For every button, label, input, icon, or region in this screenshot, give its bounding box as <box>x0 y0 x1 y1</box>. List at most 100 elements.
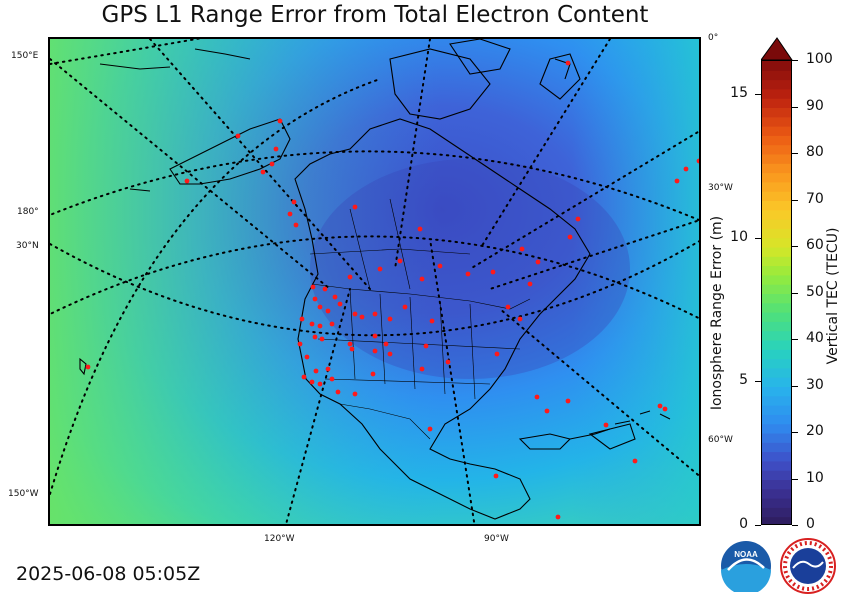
tec-tickmark <box>792 478 798 480</box>
colorbar-band <box>762 395 791 406</box>
colorbar-band <box>762 405 791 415</box>
colorbar-band <box>762 442 791 453</box>
tec-tick-label: 60 <box>806 237 824 253</box>
colorbar-band <box>762 330 791 341</box>
colorbar-band <box>762 451 791 462</box>
colorbar-band <box>762 79 791 90</box>
tec-tick-label: 30 <box>806 376 824 393</box>
lon-label: 60°W <box>708 435 733 445</box>
tec-tick-label: 70 <box>806 190 824 207</box>
tec-tickmark <box>792 60 798 61</box>
tec-tick-label: 100 <box>806 51 833 67</box>
noaa-logo-icon: NOAA <box>721 541 771 592</box>
tec-tick-label: 50 <box>806 283 824 300</box>
range-error-tick-label: 10 <box>730 228 748 245</box>
colorbar-band <box>762 377 791 387</box>
lat-label: 150°W <box>8 489 39 499</box>
colorbar-band <box>762 237 791 248</box>
tec-tickmark <box>792 385 798 387</box>
tec-tickmark <box>792 525 798 526</box>
political-borders <box>309 198 531 440</box>
colorbar-band <box>762 98 791 108</box>
colorbar-band <box>762 414 791 425</box>
colorbar-band <box>762 349 791 360</box>
colorbar-band <box>762 154 791 164</box>
colorbar-band <box>762 321 791 332</box>
tec-tick-label: 90 <box>806 97 824 114</box>
range-error-tickmark <box>755 94 761 96</box>
range-error-tick-label: 0 <box>739 516 748 532</box>
tec-low-region <box>310 159 630 379</box>
colorbar-band <box>762 126 791 136</box>
colorbar-band <box>762 479 791 490</box>
colorbar-band <box>762 386 791 397</box>
svg-text:NOAA: NOAA <box>734 550 758 559</box>
colorbar-band <box>762 247 791 257</box>
tec-tick-label: 10 <box>806 469 824 486</box>
colorbar-bands <box>762 61 791 524</box>
lon-label: 30°W <box>708 183 733 193</box>
colorbar-band <box>762 358 791 369</box>
lon-label: 120°W <box>264 534 295 544</box>
colorbar-band <box>762 516 791 524</box>
lon-label: 90°W <box>484 534 509 544</box>
range-error-tick-label: 5 <box>739 372 748 389</box>
colorbar-band <box>762 209 791 220</box>
caribbean-islands <box>569 410 671 440</box>
lat-label: 30°N <box>16 241 39 251</box>
colorbar-band <box>762 302 791 313</box>
colorbar-band <box>762 88 791 99</box>
lon-label: 0° <box>708 33 719 43</box>
lat-label: 150°E <box>11 51 39 61</box>
tec-tickmark <box>792 246 798 247</box>
tec-tick-label: 20 <box>806 423 824 439</box>
timestamp: 2025-06-08 05:05Z <box>16 563 201 585</box>
tec-map <box>48 37 701 526</box>
tec-tickmark <box>792 199 798 201</box>
colorbar-band <box>762 423 791 434</box>
tec-tickmark <box>792 339 798 340</box>
colorbar-right-label: Vertical TEC (TECU) <box>825 227 841 365</box>
colorbar-band <box>762 340 791 350</box>
colorbar-band <box>762 116 791 127</box>
colorbar-band <box>762 256 791 267</box>
colorbar-band <box>762 181 791 192</box>
nws-logo-icon <box>780 538 836 594</box>
colorbar <box>761 60 792 525</box>
colorbar-band <box>762 107 791 118</box>
colorbar-band <box>762 433 791 443</box>
colorbar-band <box>762 312 791 322</box>
tec-tickmark <box>792 106 798 108</box>
tec-tick-label: 40 <box>806 330 824 346</box>
tec-tick-label: 0 <box>806 516 815 532</box>
colorbar-band <box>762 470 791 480</box>
colorbar-band <box>762 507 791 518</box>
colorbar-band <box>762 293 791 304</box>
colorbar-band <box>762 135 791 146</box>
station-markers <box>85 60 699 520</box>
graticule <box>50 39 699 524</box>
lat-label: 180° <box>17 207 39 217</box>
range-error-tickmark <box>755 237 761 239</box>
colorbar-band <box>762 70 791 81</box>
colorbar-band <box>762 498 791 508</box>
colorbar-band <box>762 284 791 294</box>
colorbar-band <box>762 219 791 229</box>
range-error-tickmark <box>755 525 761 526</box>
colorbar-band <box>762 144 791 155</box>
tec-tickmark <box>792 432 798 433</box>
range-error-tickmark <box>755 381 761 383</box>
range-error-tick-label: 15 <box>730 85 748 102</box>
colorbar-band <box>762 61 791 71</box>
colorbar-band <box>762 200 791 211</box>
colorbar-left-label: Ionosphere Range Error (m) <box>709 215 725 411</box>
tec-map-svg <box>50 39 699 524</box>
colorbar-band <box>762 163 791 174</box>
chart-title: GPS L1 Range Error from Total Electron C… <box>101 2 649 28</box>
colorbar-band <box>762 460 791 471</box>
colorbar-band <box>762 172 791 183</box>
tec-field-east <box>50 39 699 524</box>
colorbar-band <box>762 191 791 201</box>
tec-tickmark <box>792 153 798 154</box>
colorbar-band <box>762 488 791 499</box>
